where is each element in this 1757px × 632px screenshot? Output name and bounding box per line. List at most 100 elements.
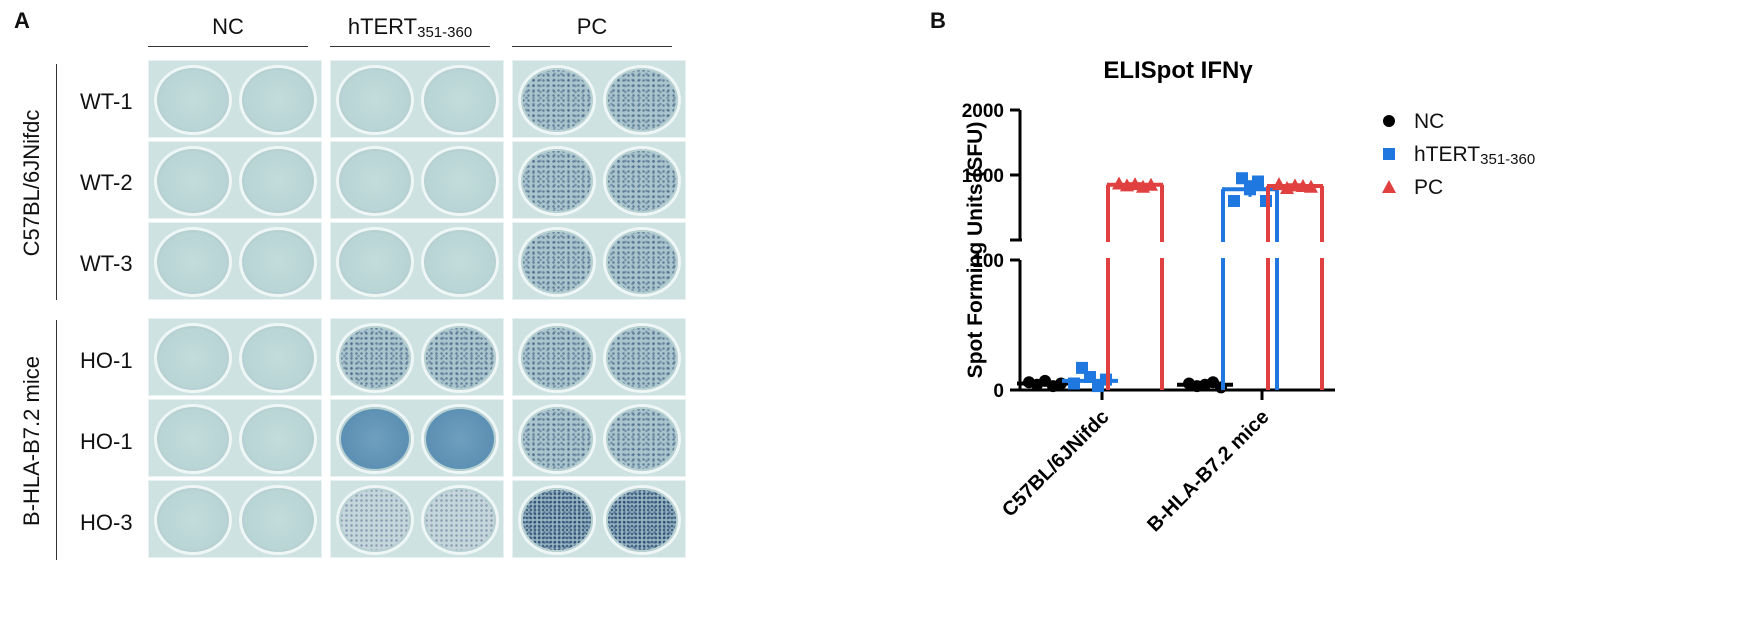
- well-tile-ho1a-pc: [512, 318, 686, 396]
- well-image: [603, 65, 681, 135]
- well-image: [603, 146, 681, 216]
- row-label-wt-3: WT-3: [80, 251, 133, 276]
- column-header-htert-sub: 351-360: [417, 24, 473, 41]
- y-tick-label: 1000: [962, 166, 1004, 187]
- well-tile-wt1-htert: [330, 60, 504, 138]
- well-tile-ho1b-nc: [148, 399, 322, 477]
- axis-break-gap: [1103, 242, 1167, 258]
- column-divider-pc: [512, 46, 672, 47]
- y-tick-label: 2000: [962, 101, 1004, 122]
- well-tile-ho1a-htert: [330, 318, 504, 396]
- well-image: [518, 323, 596, 393]
- data-point: [1084, 371, 1096, 383]
- well-image: [518, 404, 596, 474]
- chart-marks: [1017, 172, 1327, 394]
- well-tile-ho3-nc: [148, 480, 322, 558]
- well-tile-wt2-pc: [512, 141, 686, 219]
- well-image: [421, 65, 499, 135]
- axis-break-gap: [1263, 242, 1327, 258]
- legend-marker: [1382, 180, 1396, 193]
- data-point: [1304, 179, 1318, 193]
- well-image: [518, 485, 596, 555]
- y-tick-label: 100: [972, 251, 1004, 272]
- column-header-pc: PC: [502, 14, 682, 41]
- legend-label-sub: 351-360: [1480, 151, 1536, 168]
- legend-item-pc: PC: [1378, 176, 1443, 200]
- legend-marker: [1383, 148, 1395, 160]
- well-tile-wt3-htert: [330, 222, 504, 300]
- y-axis-label: Spot Forming Units (SFU): [964, 122, 987, 379]
- column-header-nc-label: NC: [212, 14, 244, 39]
- well-image: [154, 323, 232, 393]
- data-point: [1112, 176, 1126, 190]
- row-label-wt-1: WT-1: [80, 89, 133, 114]
- data-point: [1228, 195, 1240, 207]
- well-image: [239, 404, 317, 474]
- chart-title: ELISpot IFNγ: [1103, 57, 1253, 84]
- panel-b-letter: B: [930, 8, 946, 33]
- legend-item-htert: hTERT351-360: [1378, 143, 1535, 168]
- elispot-chart: ELISpot IFNγ Spot Forming Units (SFU) 0 1…: [962, 57, 1335, 536]
- legend-label: PC: [1414, 176, 1444, 199]
- well-tile-wt3-pc: [512, 222, 686, 300]
- well-tile-ho3-htert: [330, 480, 504, 558]
- well-image: [518, 146, 596, 216]
- well-image: [154, 404, 232, 474]
- well-tile-wt1-nc: [148, 60, 322, 138]
- group-label-bhla: B-HLA-B7.2 mice: [19, 356, 44, 526]
- data-point: [1144, 177, 1158, 191]
- row-label-wt-2: WT-2: [80, 170, 133, 195]
- well-image: [421, 485, 499, 555]
- legend-label: NC: [1414, 110, 1445, 133]
- well-image: [154, 227, 232, 297]
- well-tile-wt1-pc: [512, 60, 686, 138]
- data-point: [1128, 177, 1142, 191]
- well-tile-ho1b-htert: [330, 399, 504, 477]
- x-category-label: B-HLA-B7.2 mice: [1143, 406, 1273, 536]
- well-image: [239, 227, 317, 297]
- well-image: [603, 227, 681, 297]
- well-image: [239, 146, 317, 216]
- well-image: [421, 146, 499, 216]
- row-label-ho-3: HO-3: [80, 510, 133, 535]
- panel-a-letter: A: [14, 8, 30, 33]
- well-image: [603, 485, 681, 555]
- column-header-htert-label: hTERT: [347, 14, 418, 39]
- well-image: [154, 146, 232, 216]
- well-image: [336, 485, 414, 555]
- y-tick-label: 0: [993, 381, 1004, 402]
- well-image: [421, 404, 499, 474]
- well-tile-ho1b-pc: [512, 399, 686, 477]
- well-image: [421, 227, 499, 297]
- circle-marker-icon: [1383, 115, 1395, 127]
- triangle-marker-icon: [1382, 180, 1396, 193]
- column-header-htert: hTERT351-360: [320, 14, 500, 41]
- column-header-pc-label: PC: [576, 14, 608, 39]
- column-divider-nc: [148, 46, 308, 47]
- row-label-ho-1b: HO-1: [80, 429, 133, 454]
- legend-label: hTERT: [1414, 143, 1481, 166]
- well-image: [154, 65, 232, 135]
- well-tile-ho3-pc: [512, 480, 686, 558]
- well-image: [336, 323, 414, 393]
- well-image: [336, 65, 414, 135]
- well-image: [518, 65, 596, 135]
- well-image: [336, 404, 414, 474]
- well-image: [239, 323, 317, 393]
- data-point: [1076, 361, 1088, 374]
- x-category-label: C57BL/6JNifdc: [998, 406, 1113, 521]
- group-divider-wt: [56, 64, 57, 300]
- legend-item-nc: NC: [1378, 110, 1444, 134]
- panel-b-chart: B ELISpot IFNγ Spot Forming Units (SFU) …: [930, 0, 1757, 632]
- well-image: [336, 227, 414, 297]
- legend-marker: [1383, 115, 1395, 127]
- column-divider-htert: [330, 46, 490, 47]
- well-image: [239, 485, 317, 555]
- row-label-ho-1a: HO-1: [80, 348, 133, 373]
- well-image: [239, 65, 317, 135]
- well-image: [421, 323, 499, 393]
- well-tile-wt2-nc: [148, 141, 322, 219]
- well-tile-wt2-htert: [330, 141, 504, 219]
- well-image: [154, 485, 232, 555]
- square-marker-icon: [1383, 148, 1395, 160]
